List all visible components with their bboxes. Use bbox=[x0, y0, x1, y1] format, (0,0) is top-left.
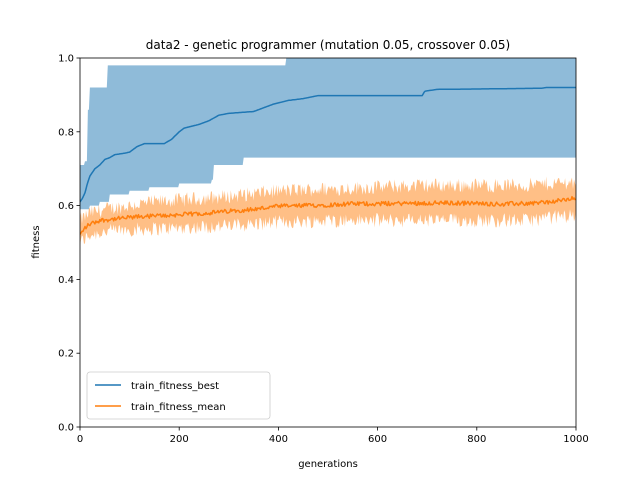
x-tick-label: 200 bbox=[170, 434, 189, 445]
chart-title: data2 - genetic programmer (mutation 0.0… bbox=[146, 38, 510, 52]
x-tick-label: 600 bbox=[368, 434, 387, 445]
uncertainty-bands bbox=[80, 58, 576, 246]
x-tick-label: 0 bbox=[77, 434, 83, 445]
x-axis-label: generations bbox=[298, 459, 358, 470]
y-tick-label: 0.6 bbox=[58, 201, 74, 212]
legend: train_fitness_best train_fitness_mean bbox=[86, 371, 271, 420]
series-band-0 bbox=[80, 58, 576, 210]
series-lines bbox=[80, 86, 576, 235]
x-tick-label: 800 bbox=[467, 434, 486, 445]
x-tick-label: 400 bbox=[269, 434, 288, 445]
x-axis-ticks: 0 200 400 600 800 1000 bbox=[77, 427, 589, 445]
y-tick-label: 0.2 bbox=[58, 349, 74, 360]
y-axis-ticks: 0.0 0.2 0.4 0.6 0.8 1.0 bbox=[58, 54, 80, 434]
legend-label-best: train_fitness_best bbox=[131, 381, 219, 392]
y-tick-label: 0.0 bbox=[58, 423, 74, 434]
series-line-0 bbox=[80, 86, 576, 203]
series-line-1 bbox=[80, 195, 576, 235]
plot-frame bbox=[79, 57, 577, 428]
y-tick-label: 0.4 bbox=[58, 275, 74, 286]
y-tick-label: 0.8 bbox=[58, 127, 74, 138]
series-band-1 bbox=[80, 176, 576, 246]
legend-label-mean: train_fitness_mean bbox=[131, 402, 226, 413]
x-tick-label: 1000 bbox=[563, 434, 588, 445]
y-axis-label: fitness bbox=[31, 225, 42, 258]
legend-box bbox=[86, 371, 271, 420]
y-tick-label: 1.0 bbox=[58, 54, 74, 65]
